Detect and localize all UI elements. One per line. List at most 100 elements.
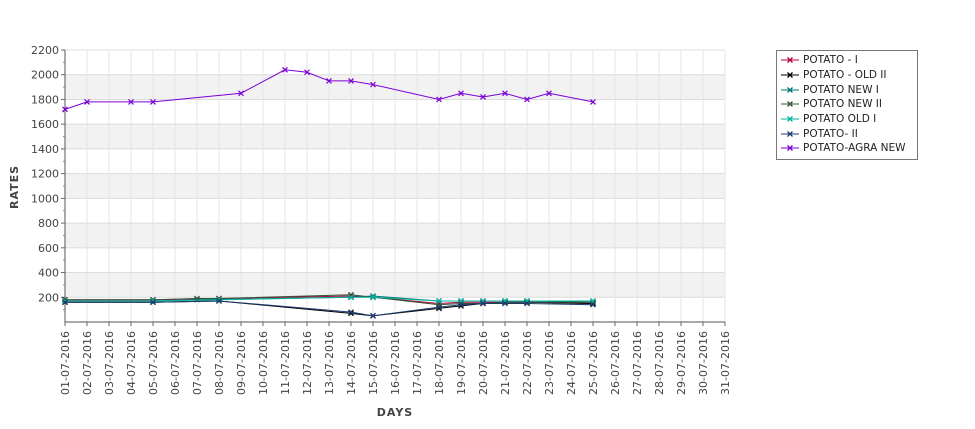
x-tick-label: 30-07-2016 — [697, 331, 710, 395]
legend-item: POTATO-AGRA NEW — [777, 141, 917, 156]
data-point-marker — [326, 77, 332, 84]
x-tick-label: 22-07-2016 — [521, 331, 534, 395]
y-axis-title: RATES — [8, 165, 21, 209]
data-point-marker — [546, 90, 552, 97]
legend-label: POTATO - OLD II — [803, 69, 887, 82]
gridlines — [64, 49, 726, 322]
data-point-marker — [62, 106, 68, 113]
x-tick-label: 08-07-2016 — [213, 331, 226, 395]
legend-marker-icon — [781, 101, 799, 108]
y-tick-label: 600 — [38, 242, 59, 255]
series-group — [62, 298, 596, 319]
legend-marker-icon — [781, 116, 799, 123]
data-point-marker — [62, 299, 68, 306]
data-point-marker — [436, 304, 442, 311]
legend-item: POTATO- II — [777, 126, 917, 141]
data-point-marker — [128, 99, 134, 105]
data-point-marker — [458, 301, 464, 308]
data-point-marker — [524, 96, 530, 103]
data-point-marker — [150, 299, 156, 306]
data-point-marker — [348, 309, 354, 316]
x-tick-label: 13-07-2016 — [323, 331, 336, 395]
x-tick-label: 29-07-2016 — [675, 331, 688, 395]
legend-item: POTATO - OLD II — [777, 68, 917, 83]
x-tick-label: 10-07-2016 — [257, 331, 270, 395]
legend-label: POTATO - I — [803, 54, 858, 67]
legend-item: POTATO - I — [777, 53, 917, 68]
x-tick-label: 01-07-2016 — [59, 331, 72, 395]
x-tick-label: 26-07-2016 — [609, 331, 622, 395]
legend-label: POTATO OLD I — [803, 113, 877, 126]
x-tick-label: 21-07-2016 — [499, 331, 512, 395]
legend-marker-icon — [781, 57, 799, 64]
x-tick-label: 23-07-2016 — [543, 331, 556, 395]
x-tick-label: 31-07-2016 — [719, 331, 732, 395]
data-point-marker — [216, 298, 222, 304]
x-tick-label: 06-07-2016 — [169, 331, 182, 395]
legend-marker-icon — [781, 145, 799, 152]
x-tick-label: 15-07-2016 — [367, 331, 380, 395]
y-tick-label: 400 — [38, 267, 59, 280]
data-point-marker — [304, 69, 310, 76]
data-point-marker — [84, 99, 90, 105]
legend-item: POTATO NEW I — [777, 82, 917, 97]
y-tick-label: 1200 — [31, 168, 59, 181]
series-line — [65, 294, 593, 306]
legend-label: POTATO NEW I — [803, 83, 879, 96]
data-point-marker — [524, 300, 530, 307]
x-tick-label: 25-07-2016 — [587, 331, 600, 395]
data-point-marker — [590, 301, 596, 308]
x-tick-label: 05-07-2016 — [147, 331, 160, 395]
data-point-marker — [590, 99, 596, 105]
data-point-marker — [502, 298, 508, 304]
legend-item: POTATO OLD I — [777, 112, 917, 127]
legend: POTATO - I POTATO - OLD II POTATO NEW I POT… — [776, 50, 918, 160]
legend-marker-icon — [781, 130, 799, 137]
x-axis-ticks: 01-07-2016 02-07-2016 03-07-2016 04-07-2016… — [59, 322, 732, 395]
y-tick-label: 1800 — [31, 93, 59, 106]
x-tick-label: 19-07-2016 — [455, 331, 468, 395]
y-axis-ticks: 200 400 600 800 1000 1200 1400 1600 1800 2000 2200 — [31, 44, 65, 311]
x-tick-label: 12-07-2016 — [301, 331, 314, 395]
series-group — [62, 66, 596, 113]
x-tick-label: 07-07-2016 — [191, 331, 204, 395]
y-tick-label: 2000 — [31, 69, 59, 82]
legend-marker-icon — [781, 72, 799, 78]
data-point-marker — [348, 77, 354, 84]
legend-label: POTATO NEW II — [803, 98, 882, 111]
y-tick-label: 1600 — [31, 118, 59, 131]
y-tick-label: 200 — [38, 291, 59, 304]
data-point-marker — [480, 298, 486, 304]
x-tick-label: 28-07-2016 — [653, 331, 666, 395]
legend-marker-icon — [781, 86, 799, 93]
data-point-marker — [370, 294, 376, 301]
series-lines — [62, 66, 596, 319]
data-point-marker — [480, 94, 486, 100]
legend-label: POTATO- II — [803, 127, 858, 140]
data-point-marker — [370, 312, 376, 319]
y-tick-label: 1400 — [31, 143, 59, 156]
data-point-marker — [524, 298, 530, 304]
x-tick-label: 04-07-2016 — [125, 331, 138, 395]
x-tick-label: 24-07-2016 — [565, 331, 578, 395]
data-point-marker — [348, 294, 354, 301]
x-tick-label: 03-07-2016 — [103, 331, 116, 395]
x-tick-label: 18-07-2016 — [433, 331, 446, 395]
y-tick-label: 800 — [38, 217, 59, 230]
x-tick-label: 17-07-2016 — [411, 331, 424, 395]
x-tick-label: 02-07-2016 — [81, 331, 94, 395]
legend-item: POTATO NEW II — [777, 97, 917, 112]
data-point-marker — [436, 96, 442, 103]
x-tick-label: 20-07-2016 — [477, 331, 490, 395]
data-point-marker — [502, 90, 508, 97]
x-tick-label: 11-07-2016 — [279, 331, 292, 395]
data-point-marker — [458, 90, 464, 97]
data-point-marker — [480, 300, 486, 307]
data-point-marker — [370, 81, 376, 88]
x-tick-label: 09-07-2016 — [235, 331, 248, 395]
legend-label: POTATO-AGRA NEW — [803, 142, 906, 155]
x-axis-title: DAYS — [377, 406, 413, 419]
x-tick-label: 16-07-2016 — [389, 331, 402, 395]
y-tick-label: 2200 — [31, 44, 59, 57]
